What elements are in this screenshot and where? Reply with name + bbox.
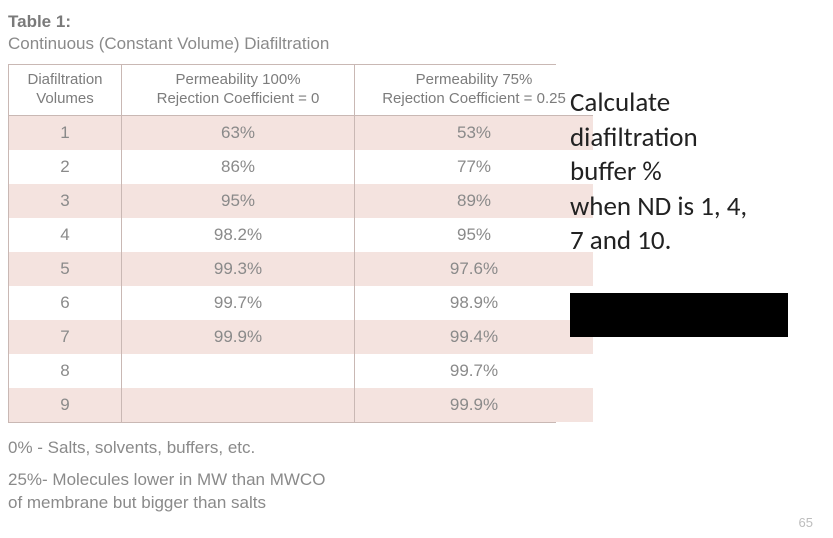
diafiltration-table: Diafiltration Volumes Permeability 100% … (9, 65, 593, 422)
table-row: 9 99.9% (9, 388, 593, 422)
redacted-box (570, 293, 788, 337)
table-header: Diafiltration Volumes Permeability 100% … (9, 65, 593, 115)
page-number: 65 (799, 515, 813, 530)
diafiltration-table-wrap: Diafiltration Volumes Permeability 100% … (8, 64, 556, 423)
cell-p100: 95% (122, 184, 355, 218)
cell-p75: 53% (355, 115, 594, 150)
cell-p100 (122, 388, 355, 422)
cell-dv: 4 (9, 218, 122, 252)
col-header-permeability-100: Permeability 100% Rejection Coefficient … (122, 65, 355, 115)
cell-dv: 2 (9, 150, 122, 184)
table-subtitle: Continuous (Constant Volume) Diafiltrati… (8, 34, 817, 54)
cell-p75: 98.9% (355, 286, 594, 320)
table-row: 163%53% (9, 115, 593, 150)
footnote-0pct: 0% - Salts, solvents, buffers, etc. (8, 437, 817, 460)
cell-p75: 89% (355, 184, 594, 218)
cell-p100: 86% (122, 150, 355, 184)
table-title: Table 1: (8, 12, 817, 32)
table-row: 286%77% (9, 150, 593, 184)
table-row: 699.7%98.9% (9, 286, 593, 320)
footnote-25pct-line2: of membrane but bigger than salts (8, 492, 817, 515)
footnote-25pct-line1: 25%- Molecules lower in MW than MWCO (8, 469, 817, 492)
cell-dv: 5 (9, 252, 122, 286)
table-row: 599.3%97.6% (9, 252, 593, 286)
cell-p100: 98.2% (122, 218, 355, 252)
cell-p75: 97.6% (355, 252, 594, 286)
cell-dv: 6 (9, 286, 122, 320)
col-header-permeability-75: Permeability 75% Rejection Coefficient =… (355, 65, 594, 115)
prompt-text: Calculate diafiltration buffer % when ND… (570, 86, 817, 259)
cell-p75: 77% (355, 150, 594, 184)
cell-dv: 9 (9, 388, 122, 422)
cell-p75: 99.7% (355, 354, 594, 388)
cell-p100: 99.9% (122, 320, 355, 354)
cell-p75: 99.9% (355, 388, 594, 422)
table-row: 8 99.7% (9, 354, 593, 388)
footnotes: 0% - Salts, solvents, buffers, etc. 25%-… (8, 437, 817, 516)
table-row: 799.9%99.4% (9, 320, 593, 354)
table-row: 395%89% (9, 184, 593, 218)
cell-p75: 95% (355, 218, 594, 252)
cell-dv: 3 (9, 184, 122, 218)
table-body: 163%53%286%77%395%89%498.2%95%599.3%97.6… (9, 115, 593, 422)
cell-p100 (122, 354, 355, 388)
content-row: Diafiltration Volumes Permeability 100% … (8, 64, 817, 423)
cell-dv: 8 (9, 354, 122, 388)
cell-dv: 1 (9, 115, 122, 150)
col-header-diafiltration-volumes: Diafiltration Volumes (9, 65, 122, 115)
side-panel: Calculate diafiltration buffer % when ND… (570, 64, 817, 337)
cell-dv: 7 (9, 320, 122, 354)
slide-page: Table 1: Continuous (Constant Volume) Di… (0, 0, 833, 538)
cell-p75: 99.4% (355, 320, 594, 354)
table-row: 498.2%95% (9, 218, 593, 252)
cell-p100: 99.7% (122, 286, 355, 320)
cell-p100: 63% (122, 115, 355, 150)
cell-p100: 99.3% (122, 252, 355, 286)
